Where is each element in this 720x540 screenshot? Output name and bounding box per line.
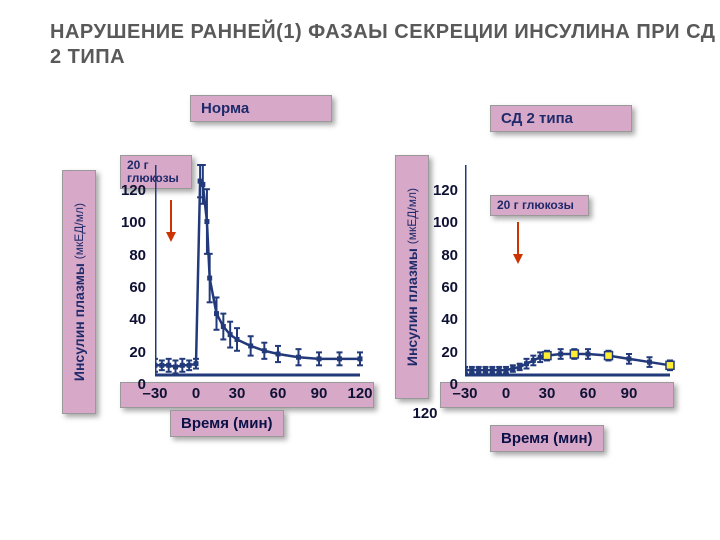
page-title: НАРУШЕНИЕ РАННЕЙ(1) ФАЗАЫ СЕКРЕЦИИ ИНСУЛ… xyxy=(50,20,720,70)
panel-label-sd2: СД 2 типа xyxy=(490,105,632,132)
ytick: 120 xyxy=(424,182,458,199)
ytick: 100 xyxy=(112,214,146,231)
xtick: –30 xyxy=(448,385,482,402)
ytick: 20 xyxy=(424,344,458,361)
xtick: 90 xyxy=(302,385,336,402)
ytick: 60 xyxy=(112,279,146,296)
xtick-stray-120: 120 xyxy=(405,405,445,422)
ytick: 100 xyxy=(424,214,458,231)
ytick: 80 xyxy=(424,247,458,264)
ytick: 20 xyxy=(112,344,146,361)
ytick: 40 xyxy=(424,311,458,328)
xtick: –30 xyxy=(138,385,172,402)
xtick: 30 xyxy=(530,385,564,402)
plot-left xyxy=(155,155,370,385)
xtick: 0 xyxy=(179,385,213,402)
yaxis-label-left: Инсулин плазмы xyxy=(71,263,87,381)
xtick: 30 xyxy=(220,385,254,402)
yaxis-label-right: Инсулин плазмы xyxy=(404,248,420,366)
xaxis-label-left: Время (мин) xyxy=(170,410,284,437)
xtick: 60 xyxy=(571,385,605,402)
xtick: 0 xyxy=(489,385,523,402)
ytick: 80 xyxy=(112,247,146,264)
xtick: 120 xyxy=(343,385,377,402)
yaxis-unit-left: (мкЕД/мл) xyxy=(72,203,86,259)
ytick: 60 xyxy=(424,279,458,296)
plot-right xyxy=(465,155,680,385)
ytick: 40 xyxy=(112,311,146,328)
ytick: 120 xyxy=(112,182,146,199)
xtick: 60 xyxy=(261,385,295,402)
yaxis-unit-right: (мкЕД/мл) xyxy=(405,188,419,244)
yaxis-box-left: Инсулин плазмы (мкЕД/мл) xyxy=(62,170,96,414)
xtick: 90 xyxy=(612,385,646,402)
xaxis-label-right: Время (мин) xyxy=(490,425,604,452)
panel-label-norma: Норма xyxy=(190,95,332,122)
